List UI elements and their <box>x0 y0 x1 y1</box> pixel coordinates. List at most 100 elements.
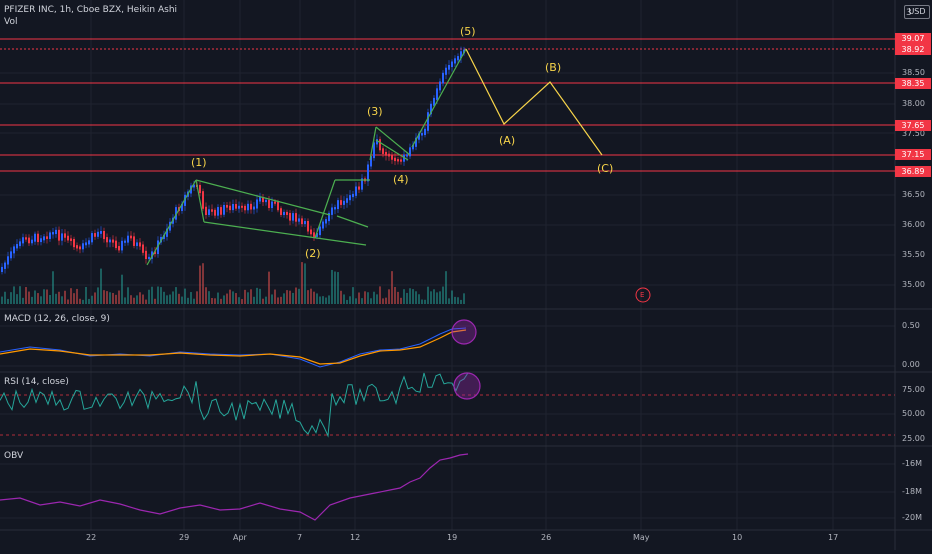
volume-bar <box>136 295 138 304</box>
volume-bar <box>70 288 72 304</box>
rsi-highlight-circle <box>453 372 481 400</box>
wave-label-1: (1) <box>191 156 207 169</box>
price-tick: 36.00 <box>902 220 925 229</box>
volume-bar <box>370 298 372 304</box>
volume-bar <box>433 289 435 304</box>
volume-bar <box>112 292 114 304</box>
time-tick: 10 <box>732 533 743 542</box>
volume-bar <box>346 299 348 304</box>
volume-bar <box>325 297 327 304</box>
time-tick: May <box>633 533 650 542</box>
time-tick: Apr <box>233 533 247 542</box>
volume-bar <box>256 287 258 304</box>
volume-bar <box>211 297 213 304</box>
rsi-tick: 50.00 <box>902 409 925 418</box>
volume-bar <box>58 291 60 304</box>
currency-button[interactable]: USD <box>904 5 930 19</box>
volume-bar <box>151 286 153 304</box>
volume-bar <box>250 289 252 304</box>
volume-bar <box>178 293 180 304</box>
volume-bar <box>220 298 222 304</box>
volume-bar <box>418 294 420 304</box>
event-marker-circle[interactable] <box>635 287 651 303</box>
macd-label[interactable]: MACD (12, 26, close, 9) <box>4 314 110 324</box>
volume-bar <box>292 292 294 304</box>
volume-bar <box>85 286 87 304</box>
volume-bar <box>118 290 120 304</box>
volume-bar <box>265 296 267 304</box>
grid-vertical <box>90 0 834 530</box>
volume-bar <box>4 291 6 304</box>
volume-bar <box>97 287 99 304</box>
volume-bar <box>445 271 447 304</box>
wave-label-c: (C) <box>597 162 614 175</box>
volume-bar <box>34 290 36 304</box>
volume-bar <box>289 290 291 304</box>
volume-label[interactable]: Vol <box>4 17 18 27</box>
macd-line <box>0 327 467 368</box>
volume-bar <box>244 289 246 304</box>
wave-label-3: (3) <box>367 105 383 118</box>
pattern-lines <box>146 48 467 266</box>
volume-bar <box>202 263 204 304</box>
volume-bar <box>61 296 63 304</box>
wave-label-5: (5) <box>460 25 476 38</box>
volume-bar <box>157 286 159 304</box>
volume-bar <box>199 265 201 304</box>
price-tag: 38.35 <box>895 78 931 89</box>
volume-bar <box>37 293 39 304</box>
volume-bar <box>130 295 132 304</box>
time-tick: 22 <box>86 533 97 542</box>
volume-bar <box>238 297 240 304</box>
volume-bar <box>142 294 144 304</box>
event-marker-label[interactable]: E <box>640 291 645 299</box>
volume-bar <box>10 292 12 304</box>
volume-bar <box>361 298 363 304</box>
obv-tick: -18M <box>902 487 922 496</box>
volume-bar <box>286 290 288 304</box>
price-tick: 35.00 <box>902 280 925 289</box>
time-tick: 7 <box>297 533 303 542</box>
volume-bar <box>88 298 90 304</box>
time-tick: 12 <box>350 533 361 542</box>
volume-bar <box>124 297 126 304</box>
volume-bar <box>436 292 438 304</box>
volume-bar <box>73 293 75 304</box>
volume-bar <box>148 289 150 304</box>
volume-bar <box>337 272 339 304</box>
volume-bar <box>31 296 33 304</box>
volume-bar <box>67 299 69 304</box>
volume-bar <box>406 292 408 304</box>
rsi-label[interactable]: RSI (14, close) <box>4 377 69 387</box>
volume-bar <box>76 288 78 304</box>
obv-label[interactable]: OBV <box>4 451 24 461</box>
volume-bar <box>184 288 186 304</box>
price-tick: 36.50 <box>902 190 925 199</box>
volume-bar <box>376 294 378 304</box>
price-tick: 35.50 <box>902 250 925 259</box>
rsi-line <box>0 372 469 438</box>
volume-bar <box>82 299 84 304</box>
volume-bar <box>7 298 9 304</box>
wave-label-2: (2) <box>305 247 321 260</box>
volume-bar <box>421 299 423 304</box>
volume-bar <box>400 297 402 304</box>
volume-bar <box>52 271 54 304</box>
chart-title[interactable]: PFIZER INC, 1h, Cboe BZX, Heikin Ashi <box>4 5 178 15</box>
price-tag: 38.92 <box>895 44 931 55</box>
volume-bar <box>127 287 129 304</box>
volume-bar <box>28 291 30 304</box>
volume-bar <box>274 289 276 304</box>
volume-bar <box>313 291 315 304</box>
volume-bar <box>160 287 162 304</box>
volume-bar <box>49 294 51 304</box>
volume-bar <box>55 293 57 304</box>
volume-bar <box>253 296 255 304</box>
volume-bar <box>277 297 279 304</box>
volume-bar <box>22 297 24 304</box>
volume-bar <box>352 287 354 304</box>
price-tag: 39.07 <box>895 33 931 44</box>
volume-bar <box>103 290 105 304</box>
